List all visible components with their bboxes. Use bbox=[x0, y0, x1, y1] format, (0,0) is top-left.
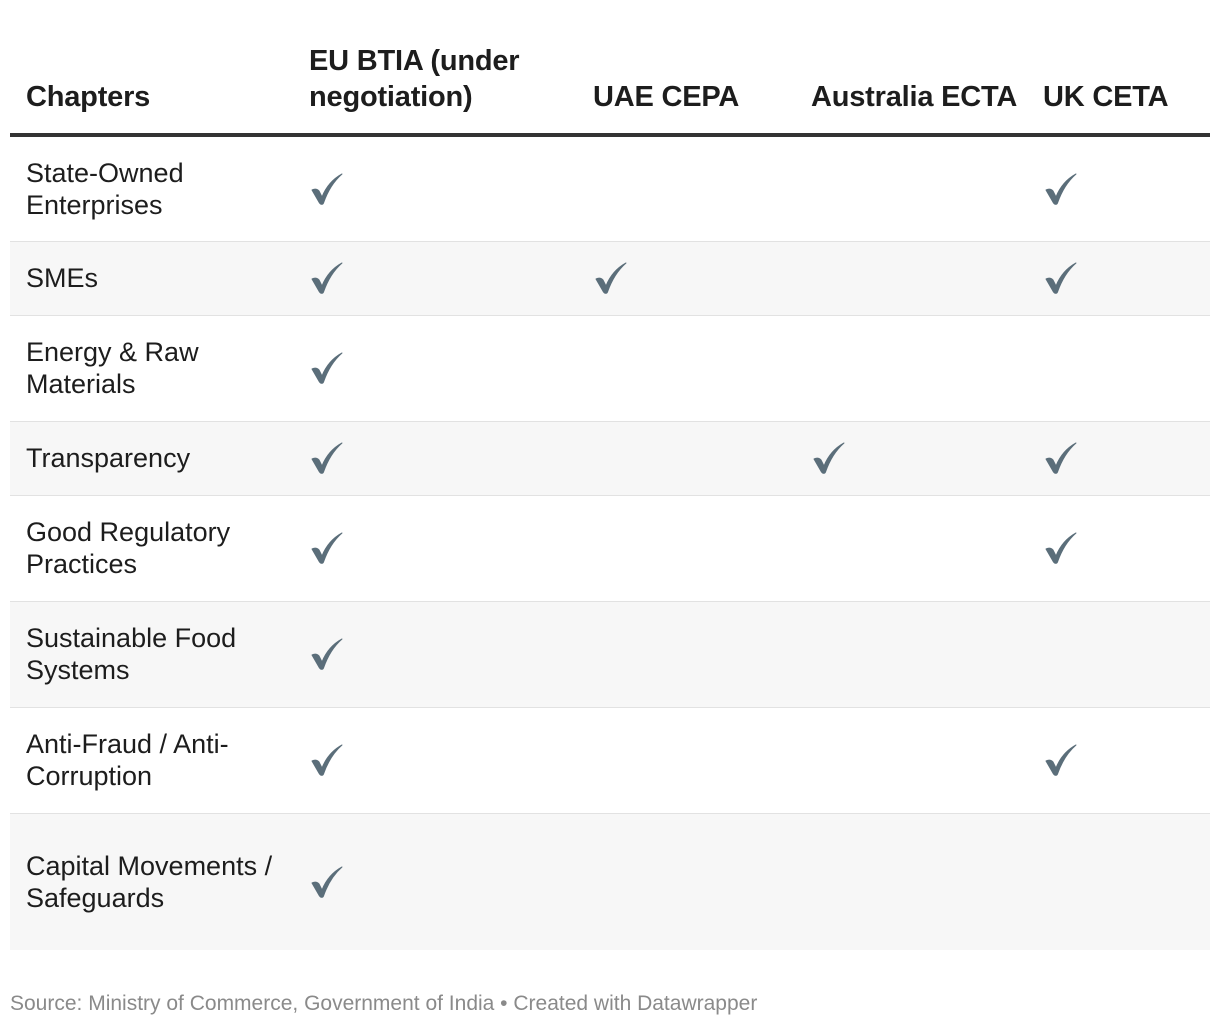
column-header-uae-cepa: UAE CEPA bbox=[579, 0, 797, 137]
cell-australia-ecta bbox=[797, 135, 1029, 242]
checkmark-icon bbox=[813, 442, 845, 474]
row-label: Anti-Fraud / Anti-Corruption bbox=[10, 707, 293, 814]
table-body: State-Owned Enterprises SMEs Energy & Raw … bbox=[10, 135, 1210, 950]
cell-eu-btia bbox=[293, 707, 579, 814]
table-row: State-Owned Enterprises bbox=[10, 135, 1210, 242]
checkmark-icon bbox=[1045, 442, 1077, 474]
cell-uae-cepa bbox=[579, 135, 797, 242]
cell-uae-cepa bbox=[579, 601, 797, 708]
cell-eu-btia bbox=[293, 241, 579, 316]
column-header-chapters: Chapters bbox=[10, 0, 293, 137]
cell-uk-ceta bbox=[1029, 707, 1210, 814]
cell-eu-btia bbox=[293, 813, 579, 950]
cell-uk-ceta bbox=[1029, 241, 1210, 316]
checkmark-icon bbox=[311, 532, 343, 564]
table-row: Sustainable Food Systems bbox=[10, 601, 1210, 708]
table-row: SMEs bbox=[10, 241, 1210, 316]
cell-uae-cepa bbox=[579, 813, 797, 950]
cell-uk-ceta bbox=[1029, 315, 1210, 422]
checkmark-icon bbox=[311, 262, 343, 294]
cell-australia-ecta bbox=[797, 421, 1029, 496]
comparison-table: Chapters EU BTIA (under negotiation) UAE… bbox=[10, 0, 1210, 950]
cell-australia-ecta bbox=[797, 707, 1029, 814]
cell-eu-btia bbox=[293, 495, 579, 602]
table-row: Anti-Fraud / Anti-Corruption bbox=[10, 707, 1210, 814]
cell-uk-ceta bbox=[1029, 135, 1210, 242]
cell-eu-btia bbox=[293, 601, 579, 708]
row-label: Capital Movements / Safeguards bbox=[10, 813, 293, 950]
table-row: Capital Movements / Safeguards bbox=[10, 813, 1210, 950]
row-label: Good Regulatory Practices bbox=[10, 495, 293, 602]
row-label: Sustainable Food Systems bbox=[10, 601, 293, 708]
cell-australia-ecta bbox=[797, 813, 1029, 950]
cell-uae-cepa bbox=[579, 495, 797, 602]
cell-uae-cepa bbox=[579, 315, 797, 422]
cell-australia-ecta bbox=[797, 241, 1029, 316]
row-label: Transparency bbox=[10, 421, 293, 496]
checkmark-icon bbox=[311, 866, 343, 898]
checkmark-icon bbox=[311, 442, 343, 474]
checkmark-icon bbox=[1045, 532, 1077, 564]
chapters-table: Chapters EU BTIA (under negotiation) UAE… bbox=[10, 0, 1210, 950]
cell-australia-ecta bbox=[797, 315, 1029, 422]
table-row: Energy & Raw Materials bbox=[10, 315, 1210, 422]
checkmark-icon bbox=[311, 744, 343, 776]
table-row: Good Regulatory Practices bbox=[10, 495, 1210, 602]
checkmark-icon bbox=[1045, 262, 1077, 294]
cell-uk-ceta bbox=[1029, 601, 1210, 708]
row-label: Energy & Raw Materials bbox=[10, 315, 293, 422]
cell-uk-ceta bbox=[1029, 495, 1210, 602]
checkmark-icon bbox=[311, 352, 343, 384]
cell-uk-ceta bbox=[1029, 813, 1210, 950]
checkmark-icon bbox=[1045, 744, 1077, 776]
header-row: Chapters EU BTIA (under negotiation) UAE… bbox=[10, 0, 1210, 137]
table-row: Transparency bbox=[10, 421, 1210, 496]
column-header-eu-btia: EU BTIA (under negotiation) bbox=[293, 0, 579, 137]
cell-eu-btia bbox=[293, 135, 579, 242]
checkmark-icon bbox=[311, 173, 343, 205]
cell-uae-cepa bbox=[579, 241, 797, 316]
cell-eu-btia bbox=[293, 421, 579, 496]
row-label: SMEs bbox=[10, 241, 293, 316]
cell-eu-btia bbox=[293, 315, 579, 422]
row-label: State-Owned Enterprises bbox=[10, 135, 293, 242]
cell-uae-cepa bbox=[579, 707, 797, 814]
checkmark-icon bbox=[1045, 173, 1077, 205]
cell-australia-ecta bbox=[797, 601, 1029, 708]
source-footer: Source: Ministry of Commerce, Government… bbox=[10, 992, 758, 1015]
checkmark-icon bbox=[595, 262, 627, 294]
table-header: Chapters EU BTIA (under negotiation) UAE… bbox=[10, 0, 1210, 137]
column-header-australia-ecta: Australia ECTA bbox=[797, 0, 1029, 137]
column-header-uk-ceta: UK CETA bbox=[1029, 0, 1210, 137]
checkmark-icon bbox=[311, 638, 343, 670]
cell-uk-ceta bbox=[1029, 421, 1210, 496]
cell-australia-ecta bbox=[797, 495, 1029, 602]
cell-uae-cepa bbox=[579, 421, 797, 496]
